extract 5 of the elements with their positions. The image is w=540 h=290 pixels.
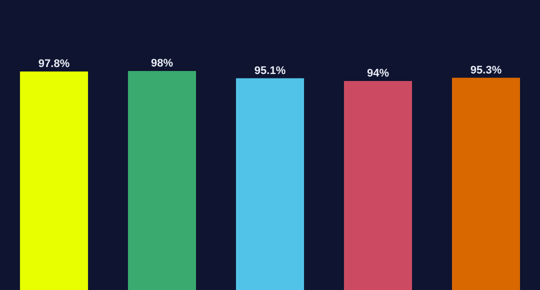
data-label: 95.1% <box>254 64 286 77</box>
data-label: 97.8% <box>38 58 70 70</box>
data-label: 98% <box>150 58 174 70</box>
data-label: 94% <box>366 68 390 80</box>
data-label: 95.3% <box>470 64 502 76</box>
